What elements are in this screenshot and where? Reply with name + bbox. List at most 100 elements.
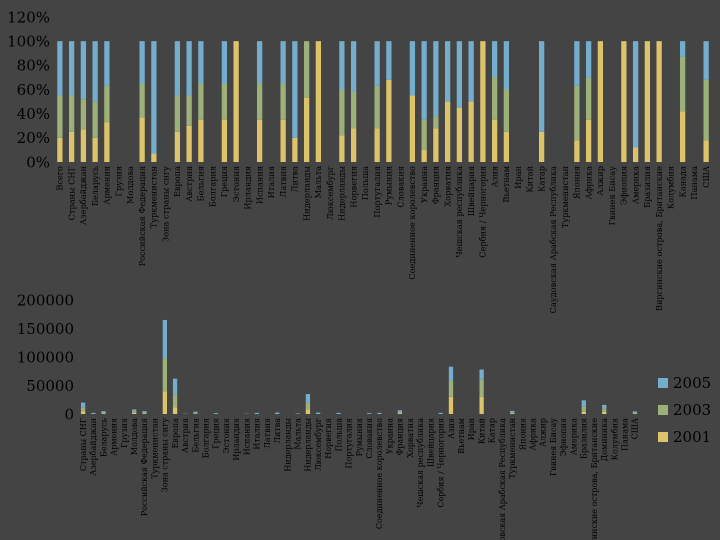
bar-2001-сша <box>703 140 709 162</box>
percent-stacked-chart: 0% 20% 40% 60% 80% 100% 120% Всего Страны СНГ Азе… <box>7 8 711 313</box>
bar-2001-африка <box>585 119 592 162</box>
category-label: Вьетнам <box>457 418 466 454</box>
category-label: Америка <box>569 418 578 455</box>
category-label: Италия <box>266 166 276 198</box>
y-tick-label: 120% <box>7 8 50 26</box>
bar-2005-азия <box>491 41 498 78</box>
bar-2003-европа <box>174 95 181 132</box>
category-label: Грузия <box>120 418 129 448</box>
bar-2001-азербайджан <box>80 129 87 163</box>
category-label: Китай <box>477 418 486 444</box>
category-label: Эфиопия <box>559 418 568 456</box>
bar-2003-армения <box>104 85 110 123</box>
category-label: Румыния <box>355 418 364 456</box>
bar-2001-азия <box>491 119 498 162</box>
bar-2003-бразилия <box>581 406 586 412</box>
category-label: Доминика <box>600 418 609 462</box>
category-label: Швейцария <box>466 166 476 216</box>
category-label: Бразилия <box>580 418 589 459</box>
category-label: Сербия / Черногория <box>478 166 488 258</box>
y-tick-label: 200000 <box>17 291 74 309</box>
y-tick-label: 80% <box>17 57 50 75</box>
category-label: Азербайджан <box>89 418 98 476</box>
bar-2001-российская-федерация <box>142 413 147 414</box>
category-label: Ирландия <box>243 166 253 210</box>
bar-2005-австрия <box>186 41 192 96</box>
category-label: Польша <box>360 166 370 200</box>
bar-2001-зона-страны-снгу <box>162 391 167 414</box>
category-label: Гвинея Бисау <box>607 166 617 225</box>
category-label: Соединенное королевство <box>375 418 384 529</box>
category-label: Румыния <box>384 166 394 205</box>
bar-2005-зона-страны-снгу <box>162 319 167 359</box>
bar-2001-виргинские-острова-британские <box>656 41 662 162</box>
bar-2003-африка <box>585 77 592 120</box>
bar-2005-беларусь <box>92 41 98 102</box>
bar-2001-нидерланды <box>339 135 345 162</box>
bar-2001-греция <box>221 119 228 162</box>
bar-2001-сша <box>632 413 638 414</box>
bar-2005-азия <box>448 366 454 381</box>
bar-2003-бельгия <box>198 83 204 120</box>
bar-2001-швейцария <box>468 101 474 162</box>
bar-2003-украина <box>421 119 427 150</box>
bar-2005-армения <box>104 41 110 86</box>
category-label: Ирландия <box>232 418 241 461</box>
bar-2003-молдова <box>132 411 137 413</box>
bar-2005-нидерланды <box>305 394 311 403</box>
bar-2005-соединенное-королевство <box>409 41 416 96</box>
category-label: Колумбия <box>666 166 676 209</box>
category-label: Азербайджан <box>78 165 88 224</box>
category-label: США <box>701 165 711 188</box>
category-label: Катар <box>536 166 546 192</box>
bar-2001-португалия <box>374 128 380 162</box>
bar-2001-литва <box>292 137 298 162</box>
bar-2001-российская-федерация <box>139 117 145 162</box>
category-label: Российская Федерация <box>137 166 147 266</box>
category-label: Алжир <box>539 418 548 447</box>
category-label: Зона страны снгу <box>161 418 170 492</box>
category-label: Иран <box>467 418 476 440</box>
bar-2005-канада <box>679 41 686 57</box>
bar-2003-нидерланды <box>303 41 310 98</box>
bar-2005-украина <box>421 41 427 120</box>
category-label: Болгария <box>202 418 211 458</box>
category-label: США <box>631 418 640 439</box>
category-label: Португалия <box>372 166 382 218</box>
category-label: Виргинские острова, Британские <box>654 166 664 311</box>
category-label: Мальта <box>313 166 323 198</box>
category-label: Азия <box>489 166 499 187</box>
bar-2005-франция <box>433 41 439 117</box>
category-label: Эстония <box>231 166 241 202</box>
bar-2003-латвия <box>280 83 286 120</box>
category-label: Соединенное королевство <box>407 166 417 280</box>
category-label: Украина <box>419 166 429 203</box>
category-label: Япония <box>518 418 527 450</box>
category-label: Австрия <box>181 418 190 453</box>
bar-2005-греция <box>213 413 219 414</box>
y-tick-label: 60% <box>17 81 50 99</box>
bar-2003-япония <box>574 85 580 141</box>
bar-2005-китай <box>479 369 484 380</box>
bar-2001-туркменистан <box>151 153 157 162</box>
bar-2005-страны-снг <box>80 402 86 408</box>
category-label: Саудовская Арабская Республика <box>548 166 558 313</box>
bar-2001-хорватия <box>444 101 451 162</box>
bar-2001-молдова <box>132 412 137 414</box>
absolute-stacked-chart: 0 50000 100000 150000 200000 Страны СНГ Азерба… <box>17 291 640 540</box>
bar-2003-франция <box>433 116 439 129</box>
bar-2005-америка <box>632 41 639 148</box>
bar-2003-страны-снг <box>68 95 75 132</box>
category-label: Панама <box>689 166 699 200</box>
category-label: Алжир <box>595 166 605 196</box>
category-label: Туркменистан <box>149 165 159 228</box>
category-label: Норвегия <box>324 418 333 459</box>
bar-2003-сша <box>703 79 709 141</box>
bar-2005-молдова <box>132 409 137 412</box>
bar-2003-канада <box>679 56 686 112</box>
bar-2001-франция <box>397 413 403 414</box>
category-label: Виргинские острова, Британские <box>590 418 599 540</box>
bar-2001-азия <box>448 396 454 414</box>
bar-2001-украина <box>421 149 427 162</box>
bar-2001-армения <box>104 122 110 163</box>
